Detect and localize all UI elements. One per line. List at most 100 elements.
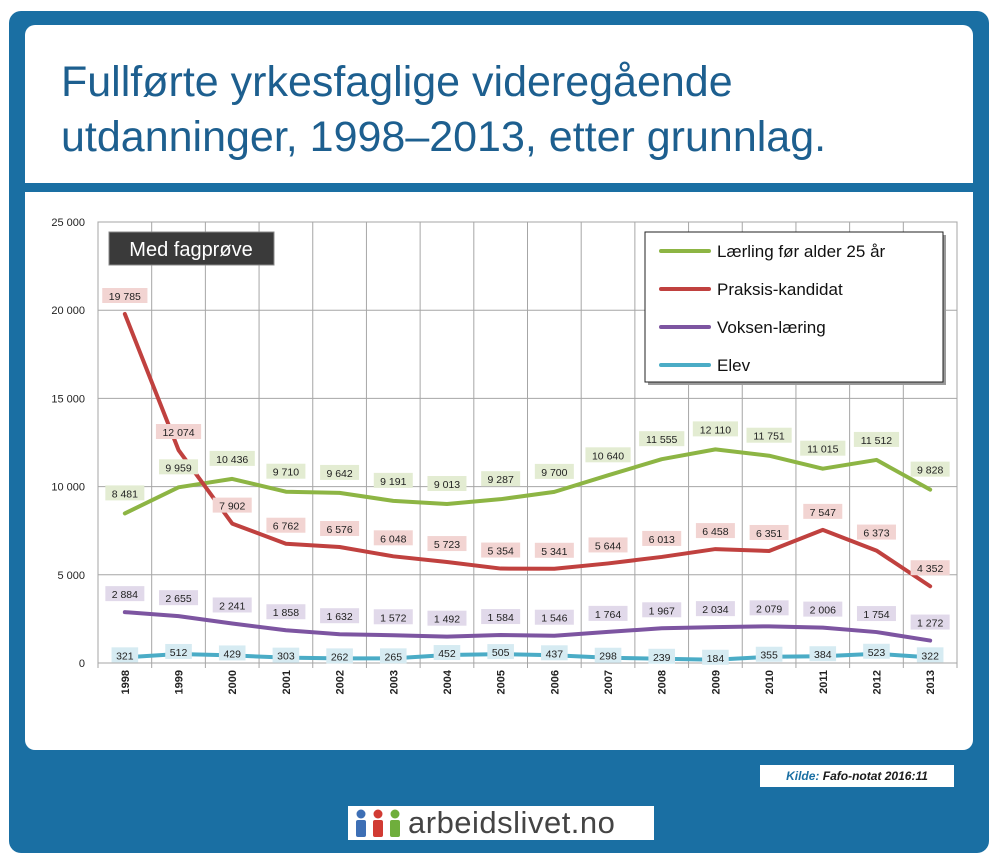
data-label-bg	[105, 586, 145, 602]
y-tick-label: 5 000	[57, 570, 85, 582]
data-label-bg	[487, 644, 514, 660]
data-label: 12 110	[700, 424, 731, 436]
data-label-bg	[373, 609, 413, 625]
data-label-bg	[102, 287, 148, 303]
data-label-bg	[373, 472, 413, 488]
data-label-bg	[534, 542, 574, 558]
data-label-bg	[159, 459, 199, 475]
data-label: 11 555	[646, 434, 677, 446]
data-label-bg	[105, 485, 145, 501]
data-label: 6 576	[326, 524, 352, 536]
x-tick-label: 2013	[925, 670, 937, 694]
data-label: 1 764	[595, 609, 621, 621]
data-label-bg	[212, 597, 252, 613]
legend	[644, 231, 944, 383]
title-panel: Fullførte yrkesfaglige videregående utda…	[25, 25, 973, 183]
source-box: Kilde: Fafo-notat 2016:11	[760, 765, 954, 787]
data-label: 1 967	[649, 605, 675, 617]
data-label: 1 858	[273, 607, 299, 619]
data-label: 6 458	[702, 526, 728, 538]
data-label: 19 785	[109, 291, 141, 303]
data-label: 303	[277, 651, 295, 663]
data-label: 10 436	[216, 454, 248, 466]
data-label: 11 015	[807, 444, 838, 456]
data-label: 5 723	[434, 539, 460, 551]
data-label-bg	[639, 431, 685, 447]
data-label: 9 710	[273, 467, 299, 479]
data-label-bg	[853, 431, 900, 447]
data-label-bg	[481, 471, 521, 487]
x-tick-label: 2010	[764, 670, 776, 694]
data-label-bg	[320, 608, 360, 624]
legend-label: Voksen-læring	[717, 318, 826, 337]
data-label-bg	[159, 590, 199, 606]
data-label: 1 272	[917, 618, 943, 630]
x-tick-label: 2012	[871, 670, 883, 694]
data-label: 9 700	[541, 467, 567, 479]
x-tick-label: 2002	[335, 670, 347, 694]
data-label: 9 191	[380, 476, 406, 488]
data-label-bg	[379, 648, 407, 664]
y-tick-label: 25 000	[51, 217, 85, 229]
data-label: 1 572	[380, 612, 406, 624]
data-label-bg	[695, 523, 735, 539]
data-label: 437	[546, 648, 564, 660]
data-label-bg	[755, 646, 783, 662]
data-label: 512	[170, 647, 188, 659]
data-label: 12 074	[162, 427, 194, 439]
data-label: 265	[385, 651, 403, 663]
data-label: 9 013	[434, 479, 460, 491]
series-line-4	[122, 651, 933, 662]
data-label-bg	[155, 424, 202, 440]
data-label: 1 546	[541, 613, 567, 625]
data-label-bg	[910, 461, 950, 477]
data-label-bg	[427, 536, 467, 552]
page-title: Fullførte yrkesfaglige videregående utda…	[61, 58, 827, 161]
data-label: 6 048	[380, 533, 406, 545]
data-label-bg	[427, 610, 467, 626]
x-tick-label: 2001	[281, 670, 293, 694]
data-label-bg	[320, 464, 360, 480]
data-label: 2 884	[112, 589, 138, 601]
x-tick-label: 2006	[549, 670, 561, 694]
annotation-box	[108, 231, 275, 266]
x-tick-label: 2004	[442, 669, 454, 694]
series-line-1	[122, 447, 933, 516]
data-label: 523	[868, 647, 886, 659]
data-label: 6 351	[756, 528, 782, 540]
data-label-bg	[481, 609, 521, 625]
data-label-bg	[800, 440, 846, 456]
x-tick-label: 2003	[388, 670, 400, 694]
data-label: 505	[492, 647, 510, 659]
data-label: 452	[438, 648, 456, 660]
legend-label: Praksis-kandidat	[717, 280, 843, 299]
data-label: 429	[223, 648, 241, 660]
data-label-bg	[111, 647, 139, 663]
annotation-text: Med fagprøve	[129, 239, 252, 261]
data-label-bg	[863, 643, 890, 659]
y-tick-label: 10 000	[51, 482, 85, 494]
data-label-bg	[481, 542, 521, 558]
data-label-bg	[209, 450, 255, 466]
data-label-bg	[910, 560, 950, 576]
data-label-bg	[749, 524, 789, 540]
data-label: 11 751	[753, 431, 784, 443]
data-label-bg	[910, 614, 950, 630]
data-label-bg	[585, 447, 631, 463]
data-label-bg	[746, 427, 792, 443]
y-tick-label: 15 000	[51, 393, 85, 405]
data-label-bg	[165, 643, 192, 659]
data-label: 6 373	[863, 528, 889, 540]
data-label-bg	[803, 503, 843, 519]
data-label-bg	[642, 602, 682, 618]
data-label: 2 655	[165, 593, 191, 605]
line-chart: 0 5 000 10 000 15 000 20 000 25 000 1998 1999 20…	[51, 217, 958, 694]
data-label-bg	[266, 463, 306, 479]
x-tick-label: 1999	[174, 670, 186, 694]
data-label: 322	[921, 650, 939, 662]
data-label: 298	[599, 651, 617, 663]
data-label-bg	[266, 604, 306, 620]
x-tick-label: 2008	[657, 670, 669, 694]
data-label: 11 512	[861, 435, 892, 447]
people-icon	[356, 809, 400, 837]
